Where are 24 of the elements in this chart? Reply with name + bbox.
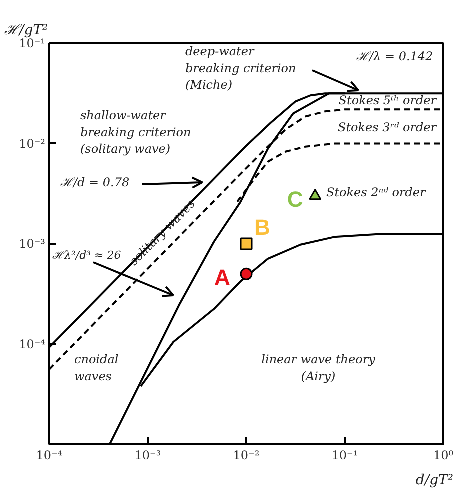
annotation: Stokes 3ʳᵈ order <box>338 120 438 134</box>
y-tick-label: 10⁻³ <box>19 237 46 251</box>
annotation: Stokes 5ᵗʰ order <box>338 94 438 108</box>
x-tick-label: 10⁻⁴ <box>36 448 63 462</box>
y-tick-label: 10⁻⁴ <box>19 337 46 352</box>
series-label: C <box>287 187 304 212</box>
x-axis-title: d/gT² <box>416 472 454 488</box>
annotation: ℋ/λ = 0.142 <box>356 50 434 64</box>
x-tick-label: 10⁻² <box>233 448 260 462</box>
y-tick-label: 10⁻² <box>19 136 46 151</box>
annotation: shallow-water breaking criterion (solitary wave) <box>80 108 192 156</box>
y-tick-label: 10⁻¹ <box>19 36 46 50</box>
x-tick-label: 10⁻³ <box>134 448 162 462</box>
annotation: ℋλ²/d³ ≈ 26 <box>52 249 122 262</box>
series-label: B <box>254 215 270 240</box>
x-tick-label: 10⁻¹ <box>332 448 358 462</box>
annotation: deep-water breaking criterion (Miche) <box>186 44 296 92</box>
x-tick-label: 10⁰ <box>433 448 454 462</box>
annotation: ℋ/d = 0.78 <box>60 176 130 190</box>
annotation: cnoidal waves <box>74 352 119 384</box>
y-axis-title: ℋ/gT² <box>4 22 49 38</box>
legend-label: A <box>214 265 230 290</box>
annotation: linear wave theory (Airy) <box>262 352 376 384</box>
annotation: Stokes 2ⁿᵈ order <box>326 186 427 200</box>
